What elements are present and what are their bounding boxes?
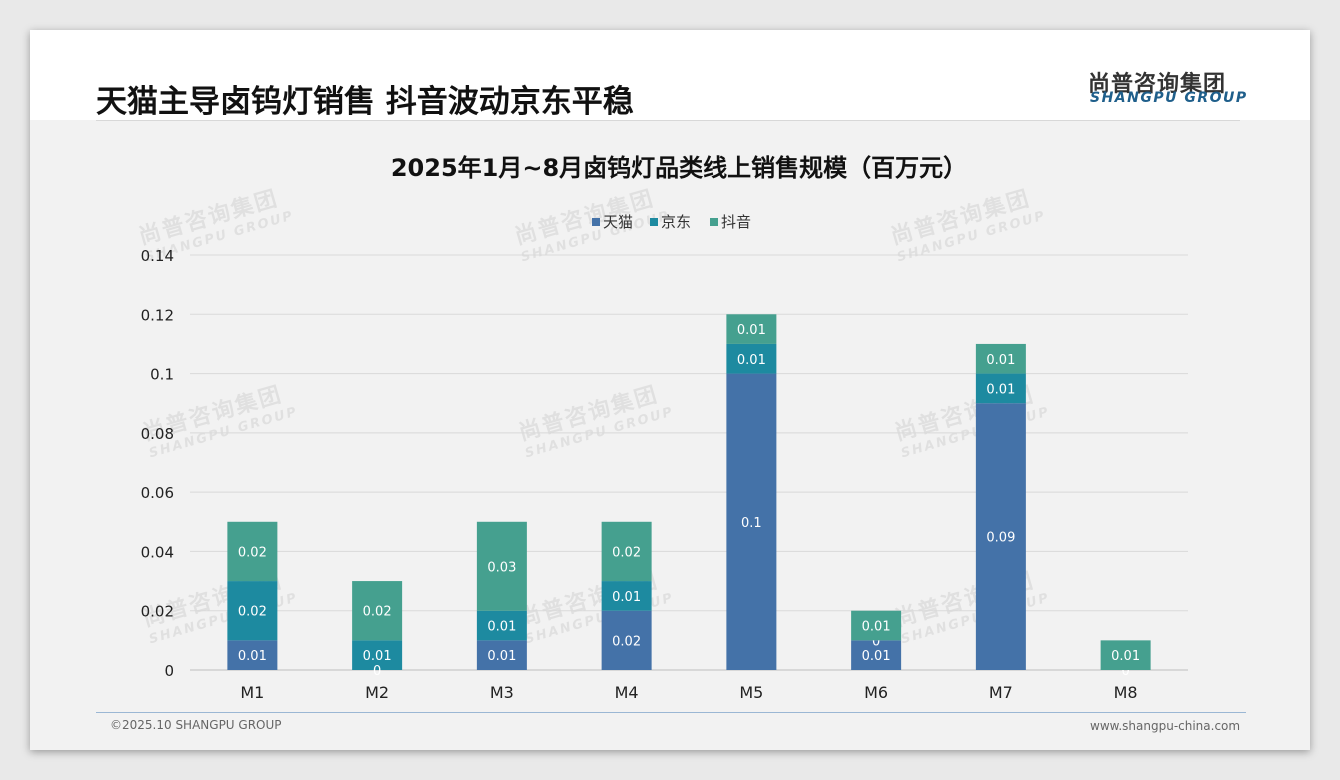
bar-M5-1 bbox=[726, 343, 777, 374]
data-label: 0.01 bbox=[487, 620, 516, 635]
legend-label-0: 天猫 bbox=[603, 213, 633, 231]
bar-M3-0 bbox=[476, 640, 527, 670]
stacked-bar-chart: 2025年1月~8月卤钨灯品类线上销售规模（百万元） 天猫 京东 抖音 0 0.02 0.0… bbox=[141, 154, 1188, 702]
data-label: 0.01 bbox=[1111, 649, 1140, 664]
y-tick-label: 0.02 bbox=[141, 603, 174, 621]
data-label: 0.01 bbox=[363, 649, 392, 664]
data-label: 0.01 bbox=[737, 353, 766, 368]
data-label: 0.01 bbox=[612, 590, 641, 605]
y-tick-label: 0.12 bbox=[141, 306, 174, 324]
title-divider bbox=[96, 120, 1240, 121]
data-label: 0.01 bbox=[737, 323, 766, 338]
company-logo-cn: 尚普咨询集团 bbox=[1088, 72, 1227, 97]
y-tick-label: 0.06 bbox=[141, 484, 174, 502]
footer-website: www.shangpu-china.com bbox=[1090, 719, 1241, 733]
data-label: 0.01 bbox=[862, 649, 891, 664]
x-tick-label: M1 bbox=[240, 683, 264, 702]
y-tick-label: 0.1 bbox=[150, 366, 174, 384]
bar-M7-2 bbox=[975, 343, 1026, 374]
bar-M4-0 bbox=[601, 610, 652, 670]
chart-title: 2025年1月~8月卤钨灯品类线上销售规模（百万元） bbox=[391, 154, 967, 182]
bar-M8-2 bbox=[1100, 640, 1151, 670]
data-label: 0.01 bbox=[986, 382, 1015, 397]
slide: 天猫主导卤钨灯销售 抖音波动京东平稳 尚普咨询集团 SHANGPU GROUP … bbox=[30, 30, 1310, 750]
page-title: 天猫主导卤钨灯销售 抖音波动京东平稳 bbox=[96, 84, 634, 120]
bar-M1-2 bbox=[227, 521, 278, 582]
bar-M7-1 bbox=[975, 373, 1026, 404]
data-label: 0.1 bbox=[741, 516, 762, 531]
y-tick-label: 0.04 bbox=[141, 543, 174, 561]
bar-M6-2 bbox=[851, 610, 902, 641]
data-label: 0 bbox=[373, 664, 381, 679]
x-tick-label: M5 bbox=[739, 683, 763, 702]
data-label: 0.01 bbox=[487, 649, 516, 664]
data-label: 0.02 bbox=[238, 545, 267, 560]
y-tick-label: 0 bbox=[164, 662, 174, 680]
legend-swatch-1 bbox=[650, 218, 658, 226]
bar-M3-2 bbox=[476, 521, 527, 611]
bar-M6-0 bbox=[851, 640, 902, 670]
bar-M2-2 bbox=[352, 581, 403, 641]
y-tick-label: 0.08 bbox=[141, 425, 174, 443]
bar-M3-1 bbox=[476, 610, 527, 641]
data-label: 0.02 bbox=[363, 605, 392, 620]
bar-M5-0 bbox=[726, 373, 777, 670]
data-label: 0.02 bbox=[612, 634, 641, 649]
legend-label-1: 京东 bbox=[661, 213, 691, 231]
data-label: 0.09 bbox=[986, 531, 1015, 546]
bar-M2-1 bbox=[352, 640, 403, 670]
x-tick-label: M7 bbox=[989, 683, 1013, 702]
header-band bbox=[30, 30, 1310, 120]
footer-copyright: ©2025.10 SHANGPU GROUP bbox=[110, 718, 282, 732]
legend-swatch-0 bbox=[592, 218, 600, 226]
x-tick-label: M6 bbox=[864, 683, 888, 702]
x-tick-label: M8 bbox=[1114, 683, 1138, 702]
x-tick-label: M2 bbox=[365, 683, 389, 702]
data-label: 0.01 bbox=[986, 353, 1015, 368]
legend-label-2: 抖音 bbox=[721, 213, 751, 231]
x-tick-label: M4 bbox=[615, 683, 639, 702]
bar-M5-2 bbox=[726, 314, 777, 344]
data-label: 0.03 bbox=[487, 560, 516, 575]
data-label: 0.01 bbox=[238, 649, 267, 664]
legend-swatch-2 bbox=[710, 218, 718, 226]
footer-divider bbox=[96, 712, 1246, 713]
bar-M4-1 bbox=[601, 581, 652, 611]
data-label: 0.02 bbox=[238, 605, 267, 620]
data-label: 0.01 bbox=[862, 620, 891, 635]
bar-M1-0 bbox=[227, 640, 278, 670]
bar-M1-1 bbox=[227, 581, 278, 641]
data-label: 0.02 bbox=[612, 545, 641, 560]
company-logo-en: SHANGPU GROUP bbox=[1090, 90, 1248, 106]
bar-M7-0 bbox=[975, 403, 1026, 670]
data-label: 0 bbox=[872, 634, 880, 649]
bar-M4-2 bbox=[601, 521, 652, 582]
y-tick-label: 0.14 bbox=[141, 247, 174, 265]
data-label: 0 bbox=[1121, 664, 1129, 679]
x-tick-label: M3 bbox=[490, 683, 514, 702]
